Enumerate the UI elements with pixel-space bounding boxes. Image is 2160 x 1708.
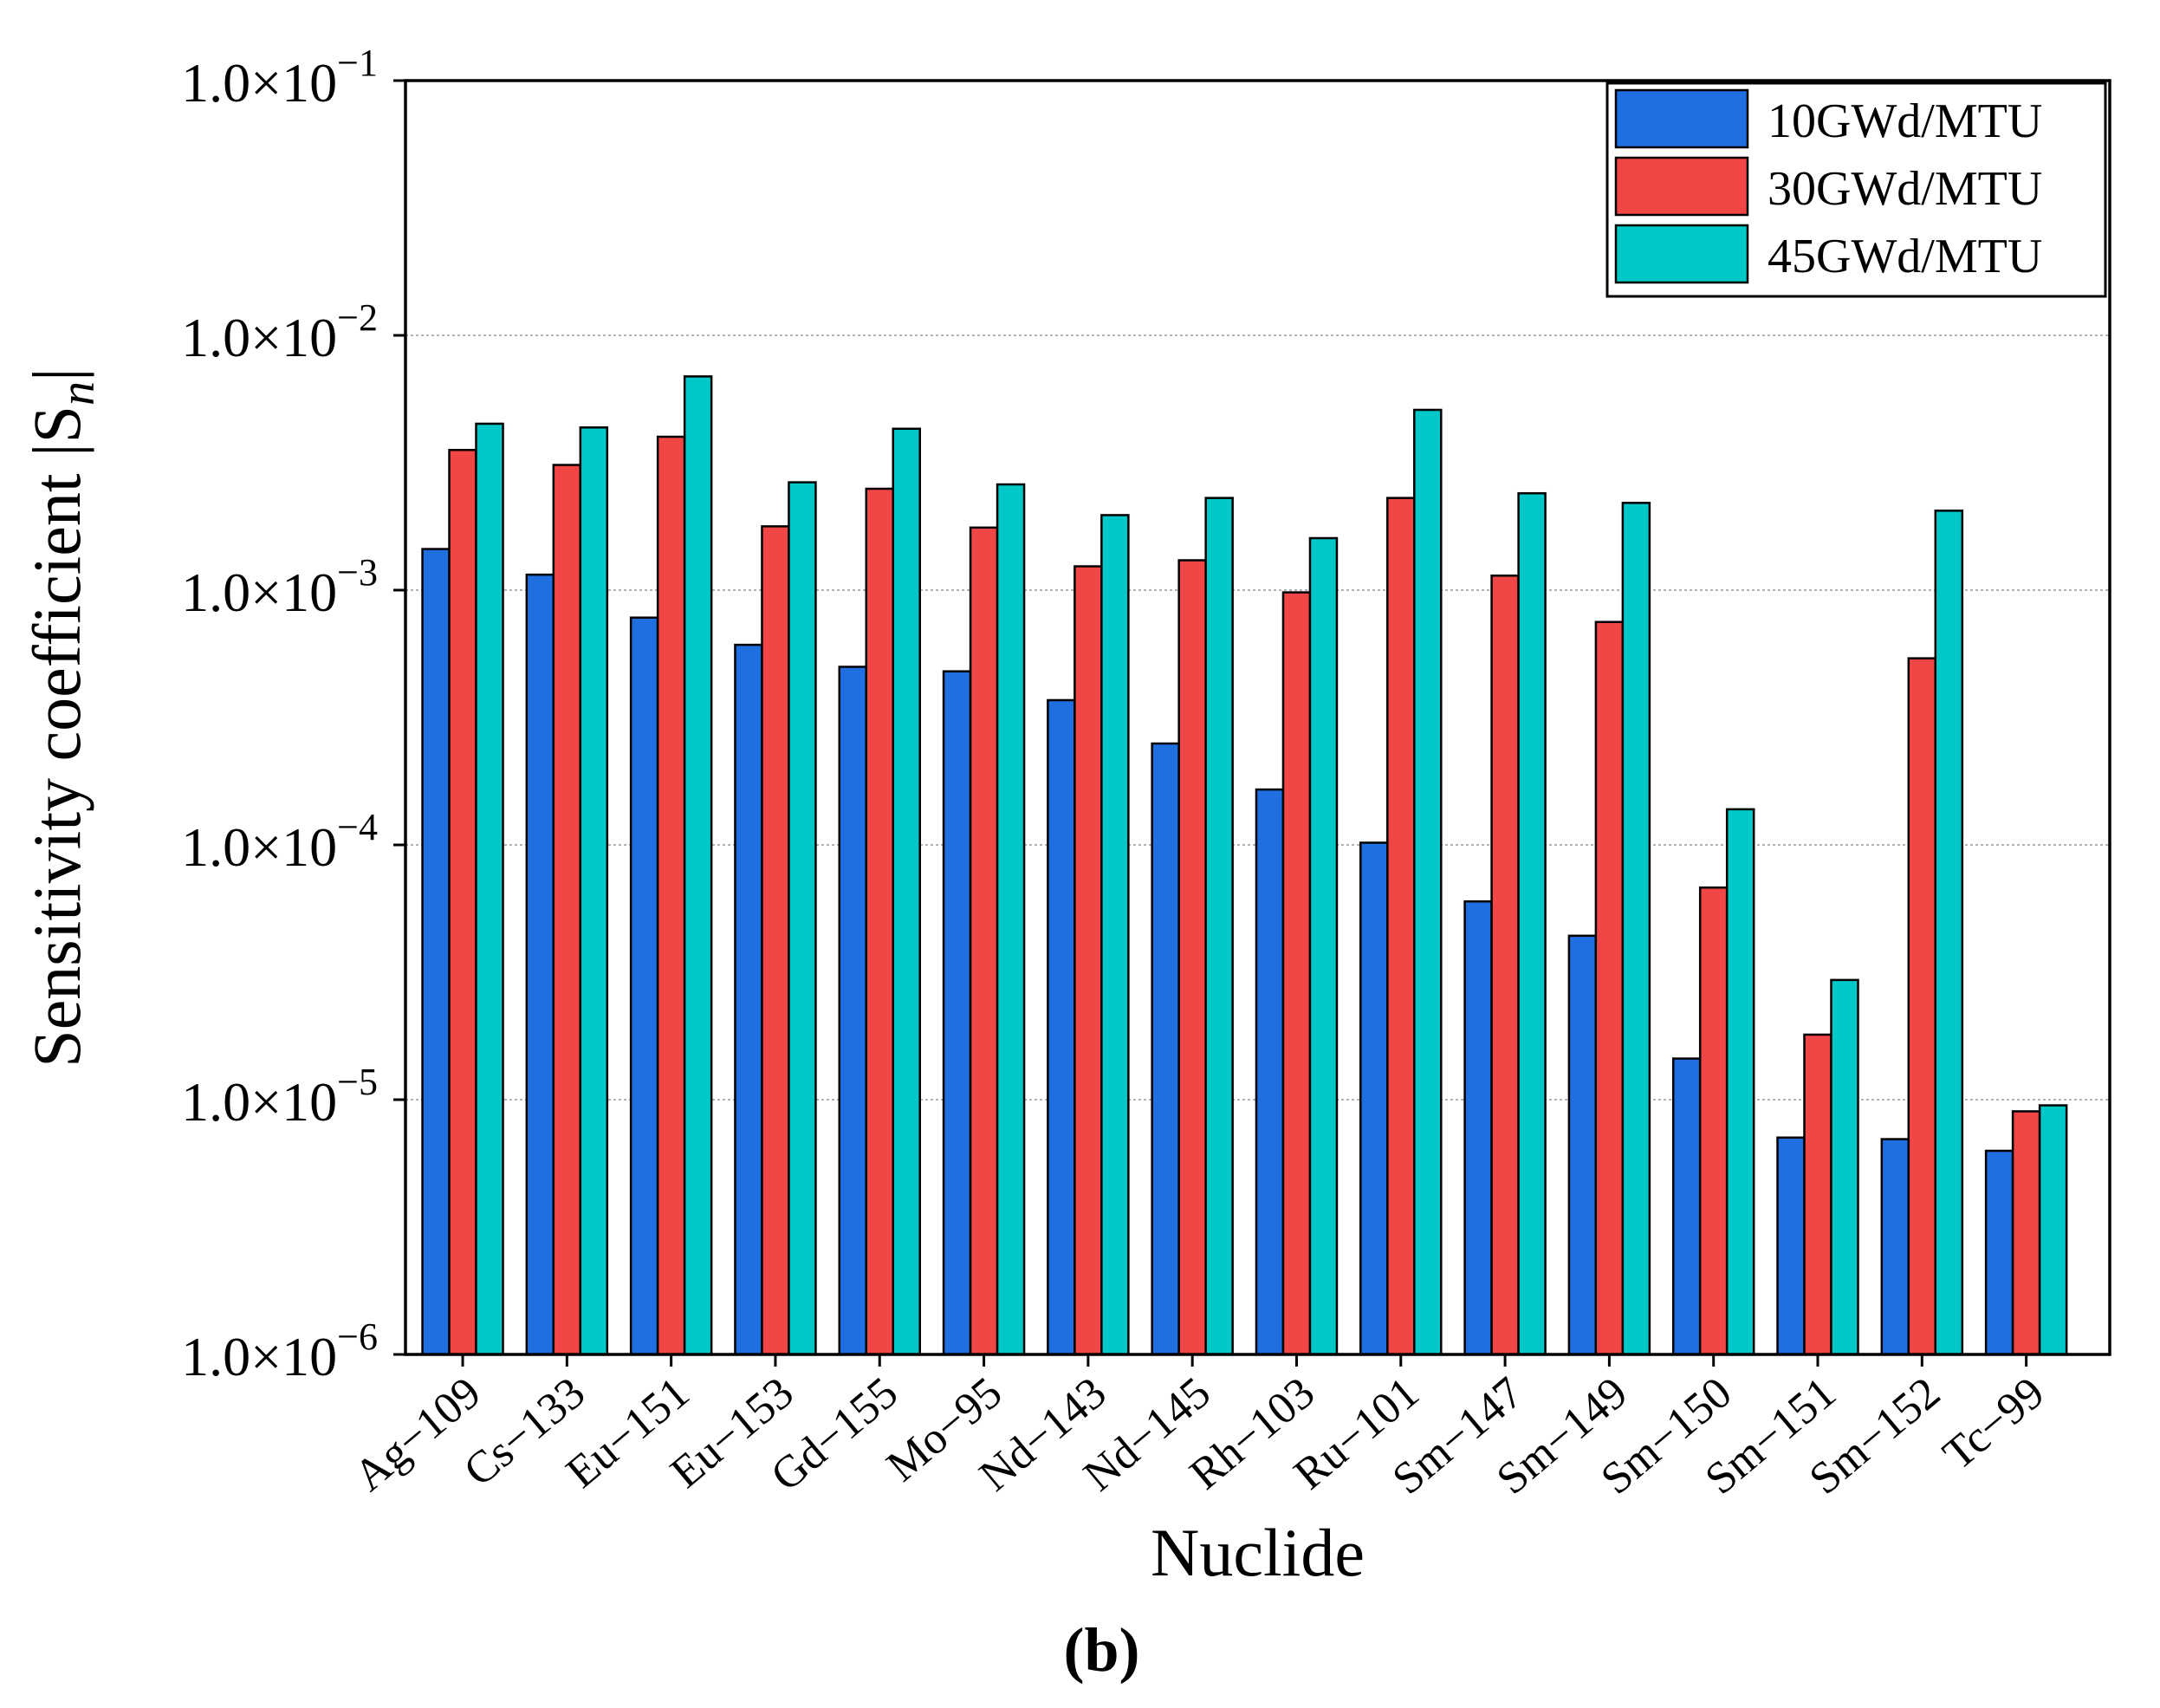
bar-sm-147-1 — [1463, 899, 1493, 1356]
bar-gd-155-3 — [892, 427, 922, 1356]
x-axis-title: Nuclide — [1151, 1515, 1365, 1590]
bar-sm-149-1 — [1567, 934, 1598, 1356]
bar-nd-143-3 — [1100, 514, 1130, 1356]
bar-nd-143-1 — [1047, 698, 1076, 1356]
bar-sm-151-1 — [1776, 1136, 1806, 1356]
bar-cs-133-1 — [525, 573, 555, 1356]
bar-sm-152-2 — [1907, 657, 1937, 1356]
bar-sm-152-1 — [1880, 1138, 1910, 1356]
bar-ru-101-2 — [1386, 497, 1416, 1356]
bar-cs-133-3 — [579, 426, 609, 1356]
y-tick-label: 1.0×10−2 — [181, 296, 378, 368]
legend-label: 45GWd/MTU — [1768, 230, 2042, 283]
y-axis: 1.0×10−6 1.0×10−5 1.0×10−4 1.0×10−3 1.0×10−2… — [181, 42, 405, 1387]
bar-tc-99-1 — [1984, 1149, 2014, 1356]
y-axis-title-main: Sensitivity coefficient |S — [19, 406, 94, 1068]
legend-label: 10GWd/MTU — [1768, 94, 2042, 148]
panel-label: (b) — [1064, 1615, 1140, 1685]
bar-tc-99-3 — [2038, 1104, 2068, 1356]
bar-cs-133-2 — [552, 464, 582, 1356]
x-tick-label: Ag−109 — [345, 1368, 490, 1502]
y-axis-title-subscript: n — [51, 381, 105, 406]
legend: 10GWd/MTU 30GWd/MTU 45GWd/MTU — [1605, 81, 2107, 298]
legend-swatch — [1614, 224, 1749, 284]
y-axis-title: Sensitivity coefficient |Sn| — [19, 367, 105, 1067]
bar-sm-151-3 — [1830, 978, 1859, 1356]
bar-nd-145-1 — [1151, 742, 1180, 1356]
bar-tc-99-2 — [2011, 1110, 2041, 1356]
bar-nd-143-2 — [1074, 565, 1103, 1356]
y-tick-label: 1.0×10−3 — [181, 551, 378, 623]
bar-sm-150-1 — [1671, 1057, 1702, 1356]
y-tick-label: 1.0×10−1 — [181, 42, 378, 114]
bar-nd-145-3 — [1204, 497, 1234, 1356]
bar-eu-151-1 — [629, 616, 659, 1356]
bar-ru-101-3 — [1413, 408, 1443, 1356]
y-axis-title-close: | — [19, 367, 94, 381]
bar-rh-103-1 — [1255, 788, 1285, 1356]
bar-sm-150-3 — [1725, 808, 1755, 1356]
bar-eu-153-1 — [734, 643, 763, 1356]
y-tick-label: 1.0×10−4 — [181, 806, 378, 878]
legend-swatch — [1614, 88, 1749, 149]
bar-eu-151-2 — [656, 435, 686, 1356]
bar-mo-95-3 — [996, 483, 1026, 1356]
bar-gd-155-1 — [838, 666, 868, 1356]
bar-ag-109-2 — [448, 448, 477, 1356]
bar-nd-145-2 — [1177, 559, 1207, 1356]
bar-mo-95-2 — [969, 526, 999, 1356]
bar-sm-147-2 — [1490, 575, 1520, 1356]
bar-sm-151-2 — [1803, 1033, 1832, 1356]
x-axis: Ag−109Cs−133Eu−151Eu−153Gd−155Mo−95Nd−14… — [345, 1354, 2053, 1504]
bar-rh-103-2 — [1281, 591, 1312, 1356]
x-tick-label: Tc−99 — [1934, 1368, 2053, 1480]
y-tick-label: 1.0×10−5 — [181, 1061, 378, 1133]
bar-eu-153-2 — [761, 525, 790, 1356]
bar-sm-150-2 — [1698, 886, 1729, 1356]
bars — [421, 375, 2068, 1356]
bar-ag-109-1 — [421, 548, 451, 1356]
bar-rh-103-3 — [1308, 536, 1339, 1356]
plot-frame — [404, 79, 2111, 1356]
bar-eu-153-3 — [788, 481, 817, 1356]
bar-sm-152-3 — [1934, 510, 1964, 1356]
bar-sm-147-3 — [1517, 491, 1547, 1356]
bar-ag-109-3 — [475, 422, 504, 1356]
bar-mo-95-1 — [942, 670, 972, 1356]
bar-sm-149-2 — [1594, 620, 1625, 1356]
bar-gd-155-2 — [865, 487, 895, 1356]
bar-sm-149-3 — [1621, 502, 1651, 1356]
y-tick-label: 1.0×10−6 — [181, 1315, 378, 1387]
legend-swatch — [1614, 156, 1749, 217]
legend-label: 30GWd/MTU — [1768, 162, 2042, 216]
bar-eu-151-3 — [683, 375, 713, 1356]
bar-ru-101-1 — [1359, 841, 1389, 1356]
